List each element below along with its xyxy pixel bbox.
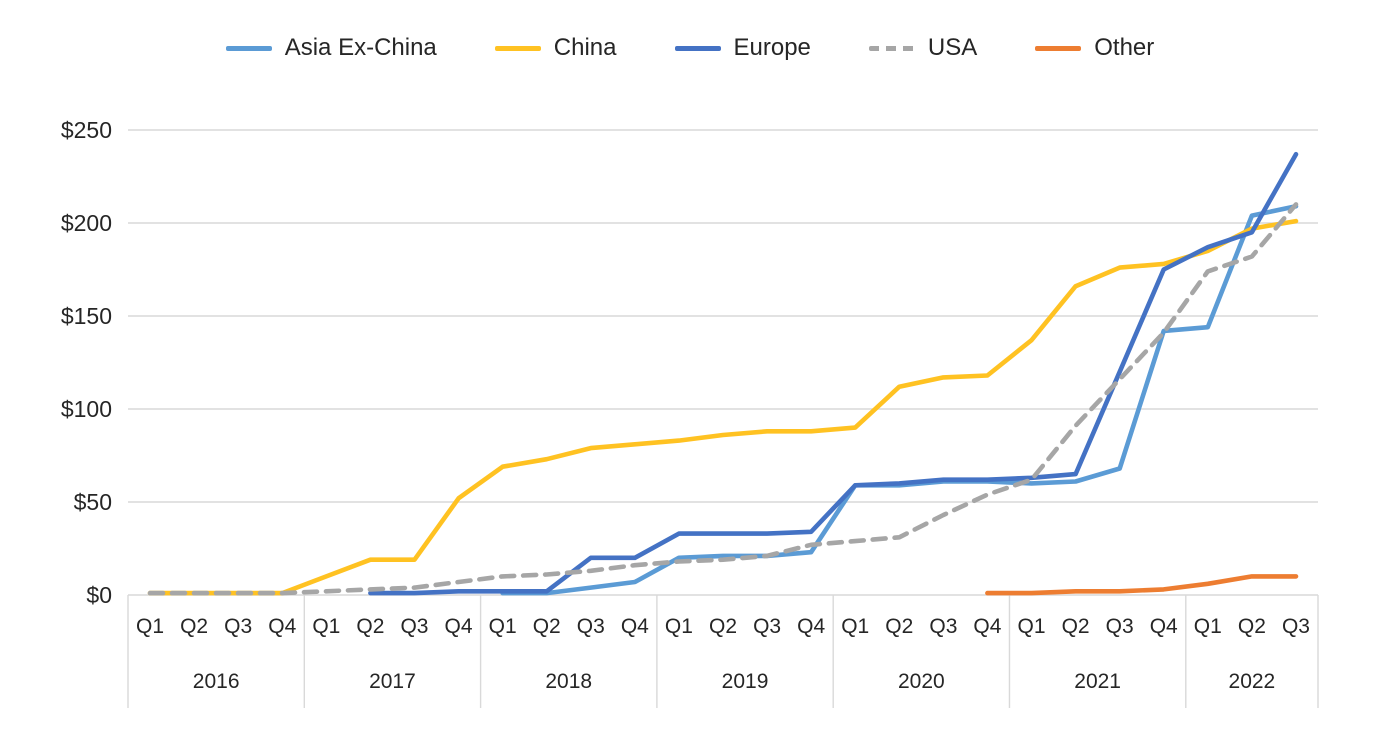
- legend-line-swatch-europe: [674, 45, 721, 51]
- x-axis-quarter-label: Q2: [356, 615, 384, 638]
- x-axis-quarter-label: Q4: [1150, 615, 1178, 638]
- x-axis-quarter-label: Q3: [400, 615, 428, 638]
- series-line-usa: [147, 202, 1299, 596]
- legend-label-other: Other: [1094, 34, 1155, 61]
- y-axis-tick-label: $50: [74, 489, 112, 515]
- x-axis-quarter-label: Q1: [841, 615, 869, 638]
- x-axis-quarter-label: Q2: [180, 615, 208, 638]
- x-axis-year-label: 2017: [369, 670, 416, 693]
- x-axis-quarter-label: Q1: [1018, 615, 1046, 638]
- x-axis-year-label: 2016: [193, 670, 240, 693]
- x-axis-quarter-label: Q2: [885, 615, 913, 638]
- x-axis-quarter-label: Q2: [1062, 615, 1090, 638]
- y-axis-tick-label: $150: [61, 303, 112, 329]
- x-axis-quarter-label: Q2: [533, 615, 561, 638]
- x-axis-quarter-label: Q4: [268, 615, 296, 638]
- x-axis-quarter-label: Q4: [445, 615, 473, 638]
- x-axis-quarter-label: Q1: [1194, 615, 1222, 638]
- x-axis-year-label: 2021: [1074, 670, 1121, 693]
- x-axis-quarter-label: Q3: [753, 615, 781, 638]
- x-axis-quarter-label: Q1: [489, 615, 517, 638]
- x-axis-year-label: 2019: [722, 670, 769, 693]
- y-axis-tick-label: $0: [86, 582, 112, 608]
- x-axis-quarter-label: Q1: [312, 615, 340, 638]
- y-axis-tick-label: $100: [61, 396, 112, 422]
- legend-line-swatch-china: [494, 45, 541, 51]
- x-axis-year-label: 2018: [545, 670, 592, 693]
- x-axis-quarter-label: Q3: [224, 615, 252, 638]
- legend-label-europe: Europe: [733, 34, 811, 61]
- y-axis-tick-label: $250: [61, 117, 112, 143]
- series-line-china: [147, 218, 1299, 596]
- chart-legend: Asia Ex-China China Europe USA Other: [0, 36, 1380, 60]
- x-axis-quarter-label: Q3: [1106, 615, 1134, 638]
- x-axis-quarter-label: Q3: [929, 615, 957, 638]
- legend-label-asia-ex-china: Asia Ex-China: [284, 34, 437, 61]
- legend-label-china: China: [553, 34, 617, 61]
- legend-item-other: Other: [1035, 36, 1154, 60]
- x-axis-quarter-label: Q1: [136, 615, 164, 638]
- x-axis-quarter-label: Q2: [1238, 615, 1266, 638]
- x-axis-quarter-label: Q1: [665, 615, 693, 638]
- legend-item-europe: Europe: [674, 34, 811, 61]
- x-axis-quarter-label: Q2: [709, 615, 737, 638]
- legend-label-usa: USA: [927, 34, 978, 61]
- legend-item-china: China: [494, 34, 617, 61]
- x-axis-quarter-label: Q4: [973, 615, 1001, 638]
- x-axis-quarter-label: Q4: [621, 615, 649, 638]
- x-axis-quarter-label: Q3: [1282, 615, 1310, 638]
- legend-line-swatch-asia-ex-china: [225, 45, 272, 51]
- legend-line-swatch-other: [1035, 45, 1082, 51]
- legend-item-usa: USA: [868, 34, 978, 61]
- x-axis-year-label: 2020: [898, 670, 945, 693]
- x-axis-year-label: 2022: [1229, 670, 1276, 693]
- y-axis-tick-label: $200: [61, 210, 112, 236]
- series-line-other: [985, 574, 1299, 596]
- x-axis-quarter-label: Q4: [797, 615, 825, 638]
- legend-item-asia-ex-china: Asia Ex-China: [225, 34, 437, 61]
- x-axis-quarter-label: Q3: [577, 615, 605, 638]
- legend-line-swatch-usa: [868, 45, 915, 51]
- series-line-europe: [368, 151, 1299, 596]
